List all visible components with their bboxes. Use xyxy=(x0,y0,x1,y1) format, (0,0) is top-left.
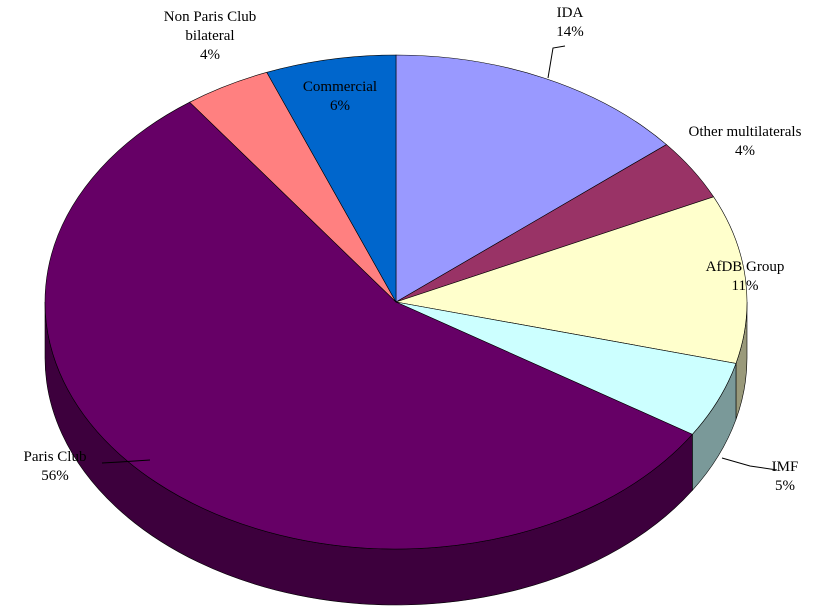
slice xyxy=(44,101,693,550)
category-name: AfDB Group xyxy=(705,259,785,275)
value-label: 56% xyxy=(41,468,69,484)
category-name: Paris Club xyxy=(23,449,87,465)
slice xyxy=(395,196,748,364)
slice-label: AfDB Group 11% xyxy=(706,258,785,296)
category-name: Other multilaterals xyxy=(688,124,802,140)
slice-label: Non Paris Club bilateral 4% xyxy=(145,8,275,65)
slice-label: IMF 5% xyxy=(772,458,799,496)
slice-label: Commercial 6% xyxy=(303,78,377,116)
leader-line xyxy=(101,459,151,464)
value-label: 5% xyxy=(775,478,795,494)
value-label: 14% xyxy=(556,24,584,40)
slice xyxy=(395,54,667,303)
value-label: 4% xyxy=(734,143,755,159)
value-label: 4% xyxy=(200,47,220,63)
slice-label: Other multilaterals 4% xyxy=(689,123,802,161)
value-label: 6% xyxy=(330,98,350,114)
category-name: Commercial xyxy=(302,79,378,95)
leader-line xyxy=(721,457,778,471)
category-name: IDA xyxy=(556,5,584,21)
value-label: 11% xyxy=(731,278,759,294)
category-name: IMF xyxy=(771,459,799,475)
slice xyxy=(266,54,397,304)
category-name: Non Paris Club bilateral xyxy=(163,9,257,44)
slice-label: Paris Club 56% xyxy=(24,448,87,486)
slice-label: IDA 14% xyxy=(556,4,584,42)
leader-line xyxy=(547,45,566,79)
